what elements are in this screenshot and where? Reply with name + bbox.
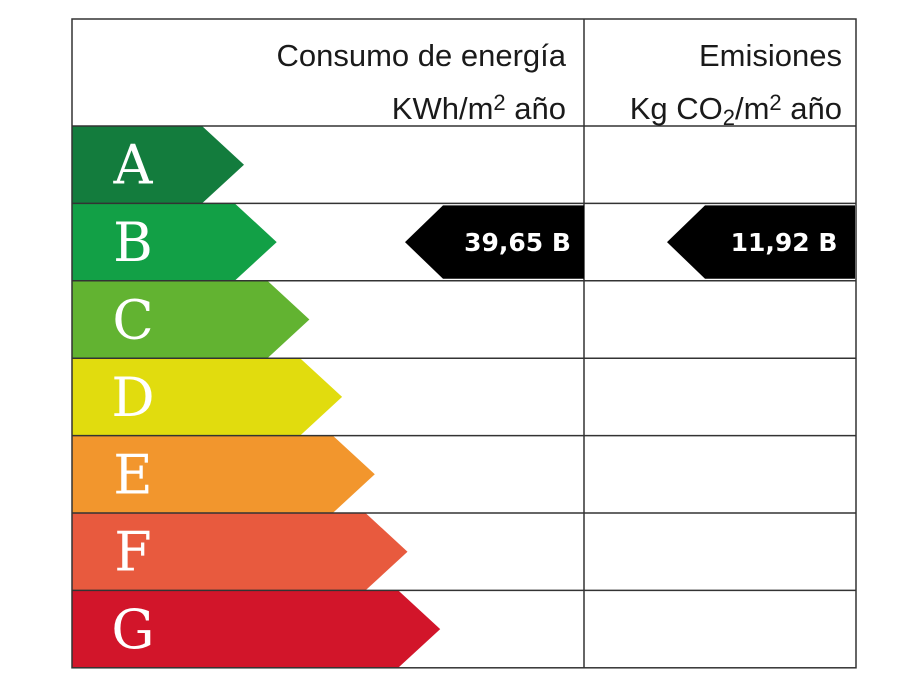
rating-bar-c: [72, 280, 310, 359]
table-border: [71, 18, 857, 669]
consumo-indicator-value: 39,65 B: [464, 228, 571, 257]
rating-letter-b: B: [113, 211, 153, 274]
table-grid: [71, 18, 857, 669]
rating-letter-a: A: [113, 134, 154, 197]
rating-letter-g: G: [111, 598, 154, 661]
consumo-unit: KWh/m2 año: [391, 90, 566, 126]
rating-letter-f: F: [114, 521, 151, 584]
consumo-header: Consumo de energía KWh/m2 año: [80, 32, 566, 132]
rating-bar-g: [72, 590, 441, 668]
rating-letter-d: D: [111, 366, 154, 429]
emisiones-header: Emisiones Kg CO2/m2 año: [590, 32, 842, 141]
rating-bar-f: [72, 513, 408, 591]
emisiones-indicator-value: 11,92 B: [731, 228, 838, 257]
consumo-title: Consumo de energía: [276, 38, 566, 73]
rating-bar-d: [72, 358, 343, 436]
rating-indicators: 39,65 B 11,92 B: [405, 205, 855, 279]
rating-letter-e: E: [113, 443, 152, 506]
rating-bar-b: [72, 203, 277, 281]
rating-letter-c: C: [112, 289, 153, 352]
emisiones-indicator-arrow: [667, 205, 855, 279]
rating-bar-e: [72, 435, 375, 513]
rating-bar-a: [72, 126, 244, 204]
consumo-indicator-arrow: [405, 205, 584, 279]
emisiones-unit: Kg CO2/m2 año: [629, 90, 842, 130]
emisiones-title: Emisiones: [699, 38, 842, 73]
